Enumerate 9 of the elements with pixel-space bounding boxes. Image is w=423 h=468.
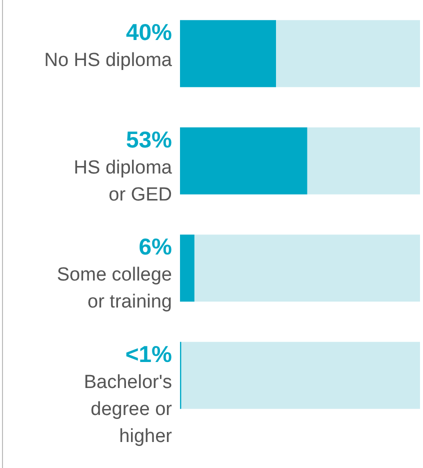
- data-label: 6%: [138, 234, 172, 260]
- data-label: <1%: [125, 340, 172, 367]
- y-tick-label: No HS diploma: [44, 50, 172, 72]
- y-tick-label: HS diploma or GED: [74, 157, 172, 206]
- y-tick-label: Some college or training: [56, 264, 172, 313]
- data-label: 40%: [126, 19, 172, 46]
- data-label: 53%: [126, 126, 172, 152]
- bar: [180, 234, 194, 302]
- y-tick-label: Bachelor's degree or higher: [84, 372, 173, 447]
